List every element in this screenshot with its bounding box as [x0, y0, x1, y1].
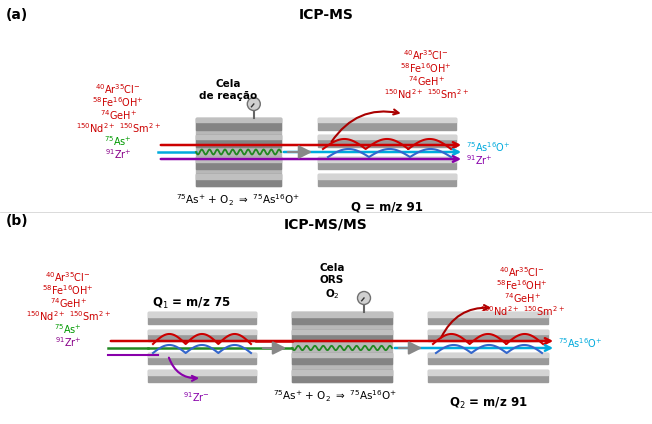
Bar [292, 329, 392, 341]
Bar [196, 174, 281, 186]
Bar [196, 157, 281, 169]
Bar [428, 329, 548, 334]
Bar [318, 135, 456, 147]
Text: $^{91}$Zr$^{-}$: $^{91}$Zr$^{-}$ [183, 390, 210, 404]
Text: $^{58}$Fe$^{16}$OH$^{+}$: $^{58}$Fe$^{16}$OH$^{+}$ [400, 61, 452, 75]
Text: $^{150}$Nd$^{2+}$ $^{150}$Sm$^{2+}$: $^{150}$Nd$^{2+}$ $^{150}$Sm$^{2+}$ [25, 309, 110, 323]
Text: ICP-MS/MS: ICP-MS/MS [284, 218, 368, 232]
Bar [148, 329, 256, 341]
Bar [196, 174, 281, 179]
Text: $^{74}$GeH$^{+}$: $^{74}$GeH$^{+}$ [100, 108, 136, 122]
Text: Cela
ORS
O$_{2}$: Cela ORS O$_{2}$ [319, 263, 345, 301]
Text: $^{91}$Zr$^{+}$: $^{91}$Zr$^{+}$ [466, 153, 493, 167]
Text: $^{58}$Fe$^{16}$OH$^{+}$: $^{58}$Fe$^{16}$OH$^{+}$ [496, 278, 548, 292]
Text: Q$_1$ = m/z 75: Q$_1$ = m/z 75 [152, 296, 231, 311]
Bar [196, 135, 281, 139]
Bar [428, 312, 548, 324]
Text: $^{75}$As$^{16}$O$^{+}$: $^{75}$As$^{16}$O$^{+}$ [466, 140, 511, 154]
Text: $^{75}$As$^{16}$O$^{+}$: $^{75}$As$^{16}$O$^{+}$ [558, 336, 602, 350]
Text: $^{75}$As$^{+}$: $^{75}$As$^{+}$ [54, 322, 82, 336]
Text: ICP-MS: ICP-MS [299, 8, 353, 22]
Bar [196, 118, 281, 186]
Bar [318, 157, 456, 162]
Bar [318, 135, 456, 139]
Bar [292, 353, 392, 365]
Bar [148, 353, 256, 365]
Bar [318, 118, 456, 130]
Bar [292, 329, 392, 334]
Text: $^{58}$Fe$^{16}$OH$^{+}$: $^{58}$Fe$^{16}$OH$^{+}$ [92, 95, 144, 109]
Bar [428, 329, 548, 341]
Bar [148, 353, 256, 357]
Text: $^{75}$As$^{+}$ + O$_{2}$ $\Rightarrow$ $^{75}$As$^{16}$O$^{+}$: $^{75}$As$^{+}$ + O$_{2}$ $\Rightarrow$ … [177, 192, 300, 208]
Bar [318, 174, 456, 186]
Text: $^{40}$Ar$^{35}$Cl$^{-}$: $^{40}$Ar$^{35}$Cl$^{-}$ [95, 82, 141, 96]
Bar [148, 329, 256, 334]
Bar [318, 157, 456, 169]
Text: $^{58}$Fe$^{16}$OH$^{+}$: $^{58}$Fe$^{16}$OH$^{+}$ [42, 283, 94, 297]
Text: $^{91}$Zr$^{+}$: $^{91}$Zr$^{+}$ [55, 335, 82, 349]
Bar [292, 370, 392, 375]
Text: Q = m/z 91: Q = m/z 91 [351, 200, 423, 213]
Text: Q$_2$ = m/z 91: Q$_2$ = m/z 91 [449, 396, 527, 411]
Text: $^{150}$Nd$^{2+}$ $^{150}$Sm$^{2+}$: $^{150}$Nd$^{2+}$ $^{150}$Sm$^{2+}$ [383, 87, 468, 101]
Text: $^{74}$GeH$^{+}$: $^{74}$GeH$^{+}$ [503, 291, 541, 305]
Bar [292, 312, 392, 324]
Text: $^{75}$As$^{+}$ + O$_{2}$ $\Rightarrow$ $^{75}$As$^{16}$O$^{+}$: $^{75}$As$^{+}$ + O$_{2}$ $\Rightarrow$ … [273, 388, 397, 404]
Bar [148, 312, 256, 324]
Text: $^{91}$Zr$^{+}$: $^{91}$Zr$^{+}$ [104, 147, 131, 161]
Text: $^{150}$Nd$^{2+}$ $^{150}$Sm$^{2+}$: $^{150}$Nd$^{2+}$ $^{150}$Sm$^{2+}$ [480, 304, 565, 318]
Bar [292, 370, 392, 382]
Bar [196, 118, 281, 123]
Text: $^{40}$Ar$^{35}$Cl$^{-}$: $^{40}$Ar$^{35}$Cl$^{-}$ [499, 265, 544, 279]
Bar [428, 353, 548, 357]
Bar [428, 370, 548, 375]
Text: $^{74}$GeH$^{+}$: $^{74}$GeH$^{+}$ [50, 296, 87, 310]
Bar [196, 118, 281, 130]
Circle shape [357, 292, 370, 304]
Bar [428, 353, 548, 365]
Bar [196, 135, 281, 147]
Bar [196, 157, 281, 162]
Bar [318, 118, 456, 123]
Text: $^{40}$Ar$^{35}$Cl$^{-}$: $^{40}$Ar$^{35}$Cl$^{-}$ [404, 48, 449, 62]
Text: $^{74}$GeH$^{+}$: $^{74}$GeH$^{+}$ [408, 74, 445, 88]
Bar [428, 312, 548, 317]
Text: (a): (a) [6, 8, 28, 22]
Bar [428, 370, 548, 382]
Bar [292, 312, 392, 382]
Text: Cela
de reação: Cela de reação [199, 79, 258, 101]
Text: $^{75}$As$^{+}$: $^{75}$As$^{+}$ [104, 134, 132, 148]
Bar [318, 174, 456, 179]
Bar [292, 312, 392, 317]
Bar [292, 353, 392, 357]
Text: $^{40}$Ar$^{35}$Cl$^{-}$: $^{40}$Ar$^{35}$Cl$^{-}$ [45, 270, 91, 284]
Text: (b): (b) [6, 214, 29, 228]
Circle shape [247, 98, 260, 111]
Bar [148, 312, 256, 317]
Bar [148, 370, 256, 382]
Bar [148, 370, 256, 375]
Text: $^{150}$Nd$^{2+}$ $^{150}$Sm$^{2+}$: $^{150}$Nd$^{2+}$ $^{150}$Sm$^{2+}$ [76, 121, 160, 135]
